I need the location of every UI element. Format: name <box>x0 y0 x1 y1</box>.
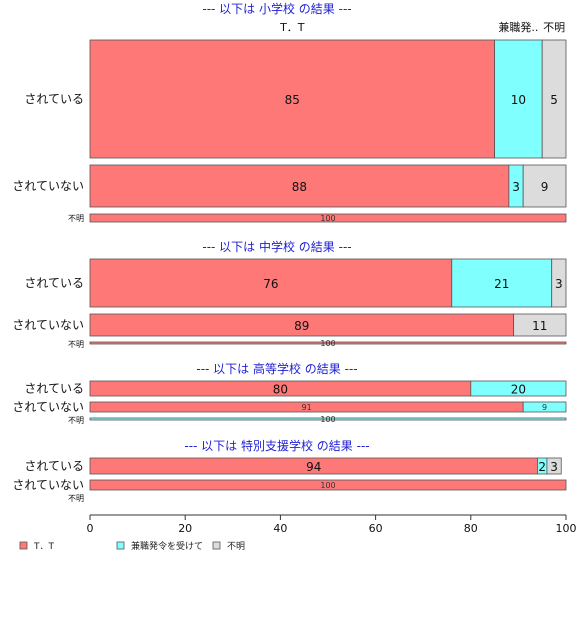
data-label: 3 <box>512 180 520 194</box>
data-label: 76 <box>263 277 278 291</box>
data-label: 100 <box>320 339 335 348</box>
bar-segment <box>513 313 567 337</box>
data-label: 100 <box>320 214 335 223</box>
row-label: されていない <box>12 478 84 492</box>
bar-segment <box>89 417 567 421</box>
row-label: されていない <box>12 318 84 332</box>
row-label: 不明 <box>68 214 84 223</box>
panel-title: --- 以下は 高等学校 の結果 --- <box>196 361 357 376</box>
data-label: 3 <box>555 277 563 291</box>
data-label: 85 <box>285 93 300 107</box>
bar-segment <box>89 164 510 208</box>
row-label: 不明 <box>68 416 84 425</box>
x-tick-label: 40 <box>273 522 287 535</box>
row-label: されている <box>24 382 84 396</box>
column-header: T．T <box>279 21 305 34</box>
legend-label: T．T <box>33 542 54 552</box>
panel-title: --- 以下は 中学校 の結果 --- <box>202 239 351 254</box>
row-label: 不明 <box>68 494 84 503</box>
bar-segment <box>522 164 567 208</box>
data-label: 11 <box>532 319 547 333</box>
data-label: 3 <box>550 460 558 474</box>
data-label: 5 <box>550 93 558 107</box>
data-label: 10 <box>511 93 526 107</box>
row-label: されている <box>24 459 84 473</box>
bar-segment <box>541 39 567 159</box>
data-label: 9 <box>542 403 547 412</box>
bar-segment <box>522 401 567 413</box>
bar-segment <box>451 258 553 308</box>
data-label: 88 <box>292 180 307 194</box>
legend-label: 不明 <box>227 541 245 552</box>
panel-title: --- 以下は 小学校 の結果 --- <box>202 1 351 16</box>
legend-swatch <box>19 541 28 550</box>
x-tick-label: 60 <box>369 522 383 535</box>
x-tick-label: 20 <box>178 522 192 535</box>
row-label: されていない <box>12 400 84 414</box>
x-tick-label: 80 <box>464 522 478 535</box>
x-tick-label: 0 <box>87 522 94 535</box>
bar-segment <box>89 213 567 223</box>
data-label: 94 <box>306 460 321 474</box>
data-label: 100 <box>320 481 335 490</box>
column-header: 不明 <box>543 21 565 34</box>
legend-label: 兼職発令を受けて <box>131 540 203 552</box>
bar-segment <box>494 39 543 159</box>
row-label: されている <box>24 92 84 106</box>
bar-segment <box>546 457 562 475</box>
panel-title: --- 以下は 特別支援学校 の結果 --- <box>184 438 369 453</box>
row-label: されている <box>24 276 84 290</box>
bar-segment <box>89 479 567 491</box>
data-label: 91 <box>301 403 311 412</box>
legend-swatch <box>212 541 221 550</box>
bar-segment <box>89 258 453 308</box>
x-tick-label: 100 <box>556 522 577 535</box>
row-label: 不明 <box>68 340 84 349</box>
data-label: 100 <box>320 415 335 424</box>
bar-segment <box>551 258 567 308</box>
bar-segment <box>89 39 496 159</box>
data-label: 80 <box>273 383 288 397</box>
bar-segment <box>89 341 567 345</box>
row-label: されていない <box>12 179 84 193</box>
data-label: 2 <box>538 460 546 474</box>
data-label: 20 <box>511 383 526 397</box>
data-label: 9 <box>541 180 549 194</box>
data-label: 21 <box>494 277 509 291</box>
data-label: 89 <box>294 319 309 333</box>
bar-segment <box>470 380 567 397</box>
legend-swatch <box>116 541 125 550</box>
column-header: 兼職発.. <box>498 20 538 34</box>
